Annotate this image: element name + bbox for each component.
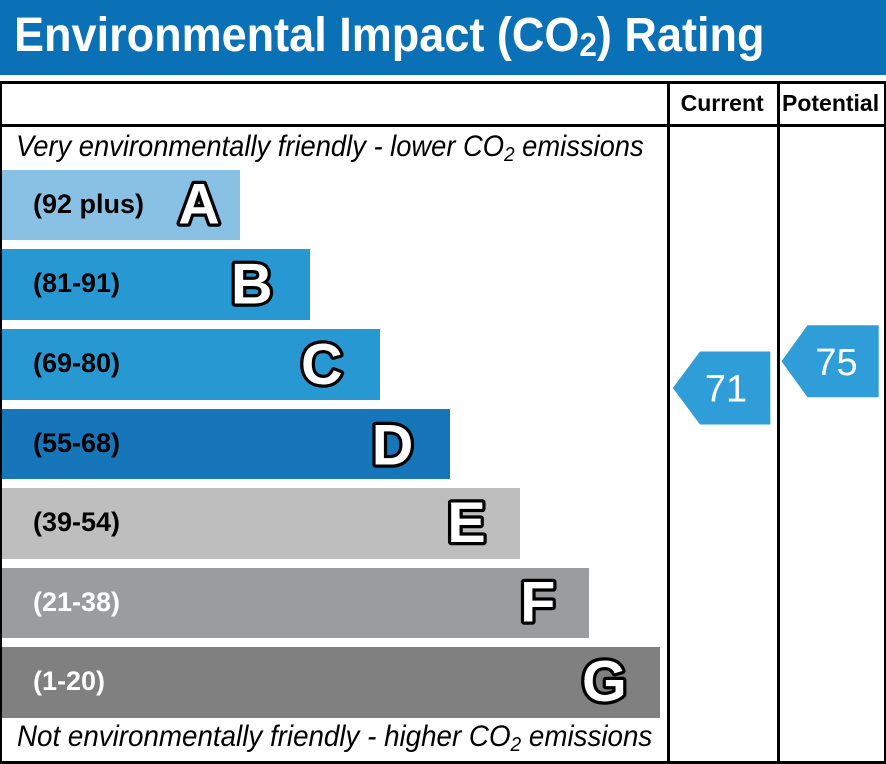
svg-text:71: 71: [705, 368, 747, 410]
svg-text:E: E: [447, 491, 485, 555]
svg-text:75: 75: [815, 342, 857, 384]
svg-text:C: C: [301, 333, 343, 397]
svg-text:B: B: [231, 252, 273, 316]
svg-text:F: F: [520, 571, 555, 635]
svg-text:A: A: [178, 173, 220, 237]
svg-text:G: G: [582, 650, 627, 714]
svg-text:D: D: [372, 413, 414, 477]
